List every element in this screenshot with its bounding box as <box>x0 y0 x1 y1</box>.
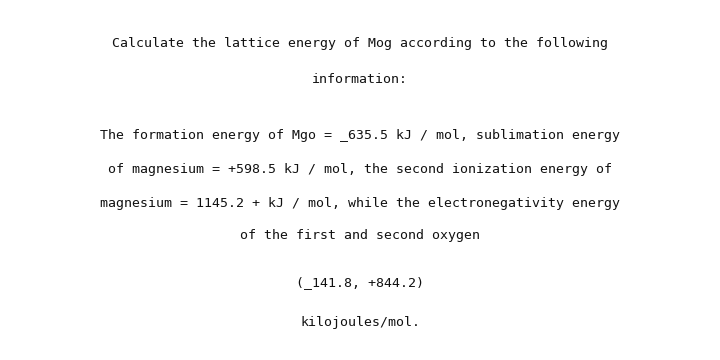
Text: (_141.8, +844.2): (_141.8, +844.2) <box>296 276 424 289</box>
Text: of the first and second oxygen: of the first and second oxygen <box>240 229 480 242</box>
Text: The formation energy of Mgo = _635.5 kJ / mol, sublimation energy: The formation energy of Mgo = _635.5 kJ … <box>100 129 620 141</box>
Text: Calculate the lattice energy of Mog according to the following: Calculate the lattice energy of Mog acco… <box>112 37 608 50</box>
Text: magnesium = 1145.2 + kJ / mol, while the electronegativity energy: magnesium = 1145.2 + kJ / mol, while the… <box>100 197 620 210</box>
Text: information:: information: <box>312 73 408 86</box>
Text: of magnesium = +598.5 kJ / mol, the second ionization energy of: of magnesium = +598.5 kJ / mol, the seco… <box>108 163 612 176</box>
Text: kilojoules/mol.: kilojoules/mol. <box>300 316 420 329</box>
